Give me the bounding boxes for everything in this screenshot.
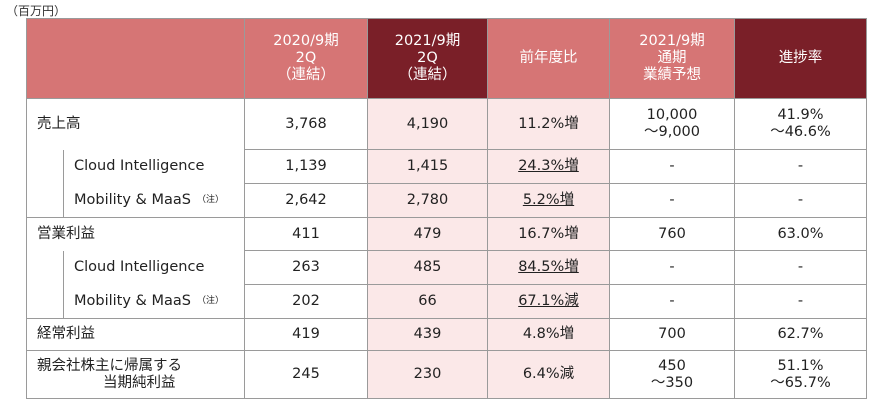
cell-value: 419 xyxy=(244,318,368,351)
cell-forecast: - xyxy=(609,284,735,319)
cell-value: 2,642 xyxy=(244,183,368,218)
table-row: Cloud Intelligence 263 485 84.5%増 - - xyxy=(26,250,867,285)
header-yoy: 前年度比 xyxy=(487,18,610,99)
table-row: 売上高 3,768 4,190 11.2%増 10,000 ～9,000 41.… xyxy=(26,98,867,150)
cell-forecast: 10,000 ～9,000 xyxy=(609,98,735,150)
cell-forecast: 450 ～350 xyxy=(609,350,735,399)
cell-progress: 63.0% xyxy=(734,217,867,251)
cell-value: 1,139 xyxy=(244,149,368,184)
header-blank xyxy=(26,18,245,99)
header-fy2021-2q: 2021/9期 2Q （連結） xyxy=(367,18,488,99)
header-forecast: 2021/9期 通期 業績予想 xyxy=(609,18,735,99)
cell-forecast: 700 xyxy=(609,318,735,351)
cell-progress: - xyxy=(734,284,867,319)
table-row: Cloud Intelligence 1,139 1,415 24.3%増 - … xyxy=(26,149,867,184)
cell-yoy: 6.4%減 xyxy=(487,350,610,399)
unit-label: （百万円） xyxy=(6,4,67,18)
cell-value: 4,190 xyxy=(367,98,488,150)
cell-value: 245 xyxy=(244,350,368,399)
table-row: 経常利益 419 439 4.8%増 700 62.7% xyxy=(26,318,867,351)
header-row: 2020/9期 2Q （連結） 2021/9期 2Q （連結） 前年度比 202… xyxy=(26,18,867,99)
cell-forecast: - xyxy=(609,183,735,218)
cell-yoy: 5.2%増 xyxy=(487,183,610,218)
cell-value: 263 xyxy=(244,250,368,285)
table-row: 営業利益 411 479 16.7%増 760 63.0% xyxy=(26,217,867,251)
row-label-mobility: Mobility & MaaS xyxy=(74,292,191,309)
cell-yoy: 11.2%増 xyxy=(487,98,610,150)
cell-value: 2,780 xyxy=(367,183,488,218)
cell-progress: - xyxy=(734,250,867,285)
note-marker: （注） xyxy=(196,195,224,206)
row-label-cloud: Cloud Intelligence xyxy=(74,259,205,276)
header-fy2020-2q: 2020/9期 2Q （連結） xyxy=(244,18,368,99)
row-label-cloud: Cloud Intelligence xyxy=(74,158,205,175)
row-label-net-income: 親会社株主に帰属する 当期純利益 xyxy=(26,350,245,399)
cell-forecast: - xyxy=(609,149,735,184)
cell-yoy: 4.8%増 xyxy=(487,318,610,351)
cell-progress: - xyxy=(734,149,867,184)
header-progress: 進捗率 xyxy=(734,18,867,99)
cell-yoy: 84.5%増 xyxy=(487,250,610,285)
cell-progress: 62.7% xyxy=(734,318,867,351)
table-row: Mobility & MaaS （注） 2,642 2,780 5.2%増 - - xyxy=(26,183,867,218)
cell-value: 230 xyxy=(367,350,488,399)
table-row: Mobility & MaaS （注） 202 66 67.1%減 - - xyxy=(26,284,867,319)
cell-value: 479 xyxy=(367,217,488,251)
cell-value: 411 xyxy=(244,217,368,251)
cell-value: 439 xyxy=(367,318,488,351)
financial-results-table: 2020/9期 2Q （連結） 2021/9期 2Q （連結） 前年度比 202… xyxy=(26,18,867,399)
cell-value: 202 xyxy=(244,284,368,319)
row-label-ordinary-profit: 経常利益 xyxy=(26,318,245,351)
cell-forecast: 760 xyxy=(609,217,735,251)
cell-value: 3,768 xyxy=(244,98,368,150)
cell-value: 485 xyxy=(367,250,488,285)
note-marker: （注） xyxy=(196,296,224,307)
row-label-operating-profit: 営業利益 xyxy=(26,217,245,251)
row-label-sales: 売上高 xyxy=(26,98,245,150)
cell-value: 66 xyxy=(367,284,488,319)
cell-progress: 41.9% ～46.6% xyxy=(734,98,867,150)
table-row: 親会社株主に帰属する 当期純利益 245 230 6.4%減 450 ～350 … xyxy=(26,350,867,399)
cell-yoy: 67.1%減 xyxy=(487,284,610,319)
cell-yoy: 16.7%増 xyxy=(487,217,610,251)
cell-value: 1,415 xyxy=(367,149,488,184)
cell-progress: - xyxy=(734,183,867,218)
cell-forecast: - xyxy=(609,250,735,285)
row-label-mobility: Mobility & MaaS xyxy=(74,191,191,208)
cell-yoy: 24.3%増 xyxy=(487,149,610,184)
cell-progress: 51.1% ～65.7% xyxy=(734,350,867,399)
